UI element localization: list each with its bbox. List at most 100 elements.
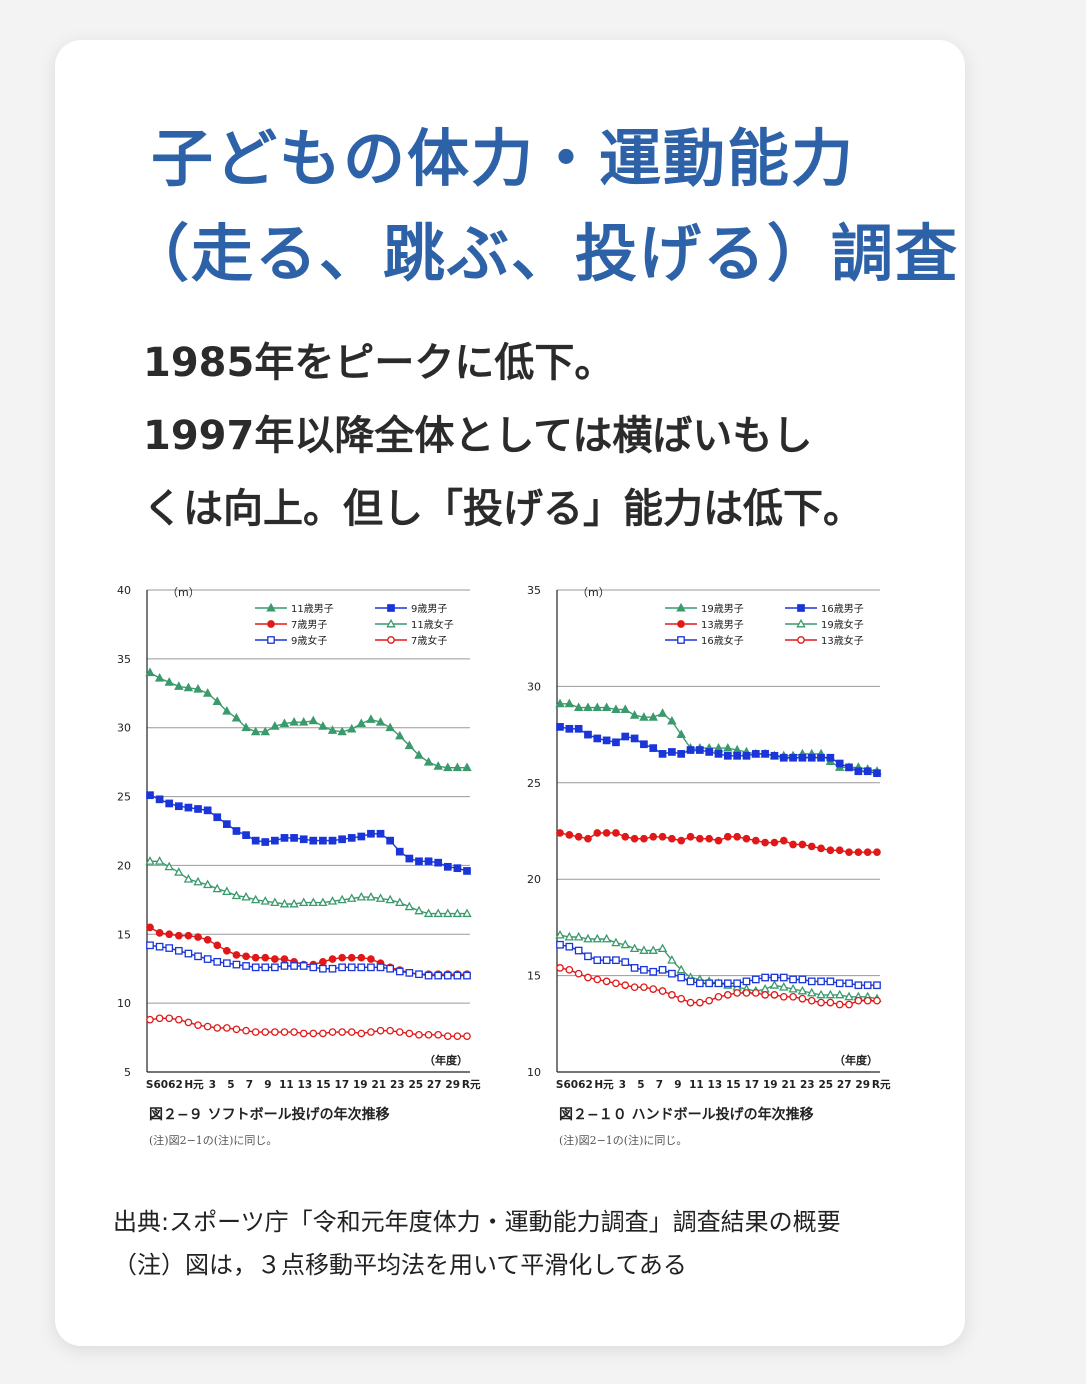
data-point	[338, 953, 346, 962]
data-point	[145, 667, 155, 677]
data-point	[453, 1032, 462, 1041]
data-point	[280, 1028, 289, 1036]
data-point	[222, 1024, 231, 1032]
legend: 19歳男子 16歳男子 13歳男子 19歳女子 16歳女子 13歳女子	[665, 602, 864, 647]
x-tick-label: S60	[556, 1079, 578, 1091]
legend-label: 7歳女子	[411, 634, 447, 647]
x-tick-label: 23	[800, 1079, 815, 1091]
data-point	[443, 908, 453, 918]
x-tick-label: 62	[578, 1079, 593, 1091]
data-point	[395, 967, 404, 976]
data-point	[657, 943, 668, 953]
data-point	[807, 842, 816, 851]
data-point	[873, 996, 881, 1005]
chart-title: 図２−１０ ハンドボール投げの年次推移	[559, 1106, 814, 1123]
data-point	[405, 968, 414, 977]
data-point	[299, 1029, 308, 1038]
data-point	[328, 836, 337, 845]
data-point	[155, 929, 164, 937]
data-point	[203, 955, 212, 963]
data-point	[395, 730, 405, 740]
data-point	[213, 1024, 222, 1032]
data-point	[299, 897, 309, 907]
y-tick-label: 10	[527, 1066, 541, 1079]
data-point	[250, 726, 261, 736]
data-point	[357, 832, 366, 841]
data-point	[742, 751, 751, 760]
data-point	[405, 854, 414, 863]
data-point	[309, 836, 318, 845]
data-point	[593, 956, 602, 965]
data-point	[366, 714, 376, 723]
data-point	[386, 964, 395, 973]
data-point	[816, 989, 826, 999]
data-point	[873, 769, 881, 778]
data-point	[789, 992, 797, 1001]
data-point	[280, 955, 289, 963]
data-point	[376, 1026, 385, 1035]
data-point	[584, 730, 592, 739]
data-point	[863, 981, 872, 990]
x-tick-label: 23	[390, 1079, 405, 1091]
data-point	[423, 756, 434, 766]
data-point	[602, 956, 611, 965]
data-point	[146, 941, 154, 950]
data-point	[184, 1018, 193, 1027]
data-point	[686, 746, 695, 754]
data-point	[271, 1028, 279, 1036]
data-point	[308, 715, 318, 725]
x-tick-label: 21	[781, 1079, 796, 1091]
data-point	[270, 721, 280, 730]
data-point	[299, 835, 308, 844]
data-point	[844, 991, 854, 1001]
data-point	[723, 991, 732, 999]
data-point	[612, 979, 620, 988]
data-point	[462, 908, 472, 918]
data-point	[260, 896, 270, 905]
data-point	[386, 836, 395, 845]
data-point	[789, 975, 797, 984]
legend-swatch-marker	[387, 604, 395, 612]
data-point	[232, 951, 241, 959]
data-point	[463, 1032, 471, 1041]
data-point	[797, 985, 808, 995]
data-point	[194, 1021, 202, 1030]
legend-label: 13歳女子	[821, 634, 864, 647]
data-point	[649, 832, 658, 841]
legend-label: 7歳男子	[291, 619, 327, 631]
data-point	[612, 829, 620, 837]
legend-swatch-marker	[677, 636, 685, 644]
data-point	[241, 891, 251, 901]
data-point	[584, 973, 592, 982]
data-point	[241, 722, 251, 732]
data-point	[779, 982, 789, 991]
y-tick-label: 15	[117, 928, 131, 941]
data-point	[668, 834, 676, 843]
data-point	[231, 890, 242, 900]
data-point	[414, 750, 424, 759]
y-tick-label: 25	[527, 777, 541, 790]
legend-label: 9歳男子	[411, 603, 447, 615]
data-point	[769, 980, 780, 989]
legend-swatch-marker	[677, 620, 685, 628]
data-point	[415, 970, 423, 979]
data-point	[732, 744, 742, 754]
data-point	[583, 702, 593, 712]
data-point	[242, 962, 250, 970]
data-point	[556, 940, 564, 949]
data-point	[194, 805, 202, 813]
data-point	[146, 923, 154, 932]
data-point	[845, 1000, 853, 1009]
data-point	[845, 848, 853, 857]
data-point	[443, 862, 452, 871]
legend-swatch-marker	[797, 636, 805, 644]
data-point	[375, 893, 386, 902]
data-point	[723, 742, 733, 752]
data-point	[146, 791, 154, 800]
data-point	[611, 937, 621, 947]
legend-label: 11歳男子	[291, 603, 334, 615]
data-point	[601, 702, 612, 712]
data-point	[629, 710, 640, 719]
data-point	[854, 767, 863, 776]
data-point	[270, 897, 280, 907]
